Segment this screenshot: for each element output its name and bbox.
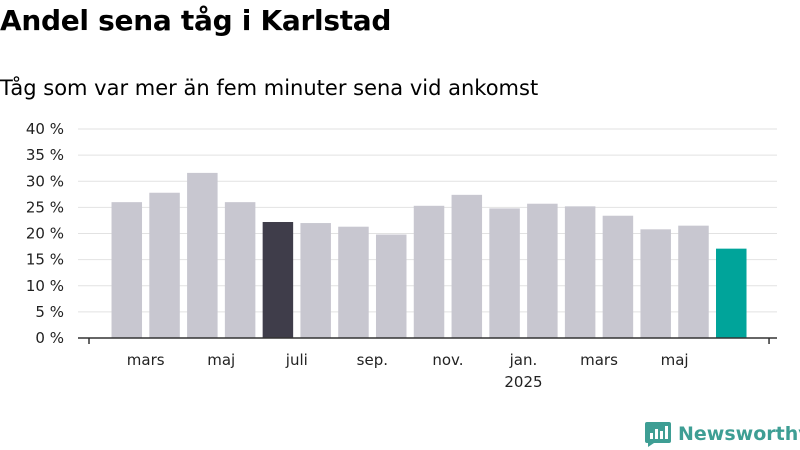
- bar: [413, 205, 445, 338]
- bar: [375, 234, 407, 338]
- y-tick-label: 35 %: [26, 146, 64, 164]
- x-tick-label: nov.: [432, 351, 463, 369]
- bar: [602, 215, 634, 338]
- bar: [527, 203, 558, 338]
- x-tick-label: jan.: [509, 351, 538, 369]
- y-tick-label: 40 %: [26, 120, 64, 138]
- x-tick-label: mars: [580, 351, 618, 369]
- bar: [300, 223, 331, 338]
- bar: [224, 202, 256, 338]
- x-tick-label: sep.: [357, 351, 388, 369]
- bar: [489, 208, 520, 338]
- bar: [451, 194, 483, 338]
- y-tick-label: 30 %: [26, 172, 64, 190]
- bar: [187, 172, 218, 338]
- y-tick-label: 20 %: [26, 225, 64, 243]
- y-tick-label: 10 %: [26, 277, 64, 295]
- bar: [149, 192, 180, 338]
- x-tick-label: mars: [127, 351, 165, 369]
- x-tick-label: juli: [285, 351, 308, 369]
- y-tick-label: 15 %: [26, 251, 64, 269]
- bar: [678, 225, 709, 338]
- brand-name: Newsworthy: [678, 423, 800, 445]
- chart-title: Andel sena tåg i Karlstad: [0, 4, 392, 37]
- y-tick-label: 0 %: [35, 329, 64, 347]
- y-tick-label: 25 %: [26, 198, 64, 216]
- bar: [640, 229, 671, 338]
- bar: [262, 222, 294, 338]
- bar: [111, 202, 143, 338]
- x-tick-label: maj: [207, 351, 235, 369]
- bar: [338, 226, 369, 338]
- chart-subtitle: Tåg som var mer än fem minuter sena vid …: [0, 76, 539, 100]
- newsworthy-logo-icon: [645, 422, 671, 447]
- bar: [564, 206, 596, 338]
- x-tick-label: maj: [661, 351, 689, 369]
- bar: [716, 248, 747, 338]
- x-tick-year-label: 2025: [504, 373, 542, 391]
- y-tick-label: 5 %: [35, 303, 64, 321]
- brand[interactable]: Newsworthy: [644, 420, 800, 448]
